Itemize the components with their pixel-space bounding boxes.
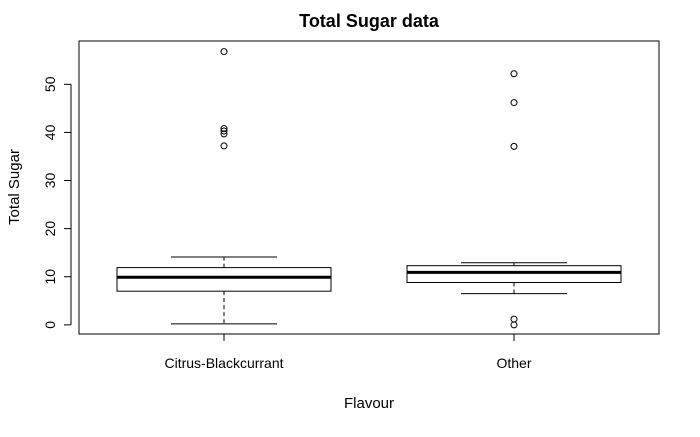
box-2 xyxy=(406,70,622,329)
x-tick-label: Citrus-Blackcurrant xyxy=(164,355,283,371)
outlier-point xyxy=(220,48,228,56)
y-tick-label: 30 xyxy=(42,173,58,189)
box-1 xyxy=(116,48,332,325)
y-tick-label: 40 xyxy=(42,124,58,140)
y-tick-label: 10 xyxy=(42,269,58,285)
outlier-point xyxy=(510,70,518,78)
outlier-point xyxy=(220,130,228,138)
x-tick-label: Other xyxy=(496,355,531,371)
outlier-point xyxy=(510,315,518,323)
iqr-box xyxy=(116,267,332,292)
outlier-point xyxy=(220,127,228,135)
outlier-point xyxy=(510,321,518,329)
iqr-box xyxy=(406,265,622,284)
y-axis: 0 10 20 30 40 50 xyxy=(42,76,72,329)
y-tick-label: 0 xyxy=(42,321,58,329)
x-axis: Citrus-Blackcurrant Other xyxy=(164,334,532,371)
chart-title: Total Sugar data xyxy=(299,11,440,31)
y-axis-label: Total Sugar xyxy=(6,149,23,225)
outlier-point xyxy=(220,142,228,150)
outlier-point xyxy=(510,99,518,107)
outlier-point xyxy=(220,125,228,133)
y-tick-label: 50 xyxy=(42,76,58,92)
plot-frame xyxy=(78,40,660,335)
x-axis-label: Flavour xyxy=(344,395,394,412)
outlier-point xyxy=(510,142,518,150)
boxes-group xyxy=(116,48,622,329)
y-tick-label: 20 xyxy=(42,221,58,237)
